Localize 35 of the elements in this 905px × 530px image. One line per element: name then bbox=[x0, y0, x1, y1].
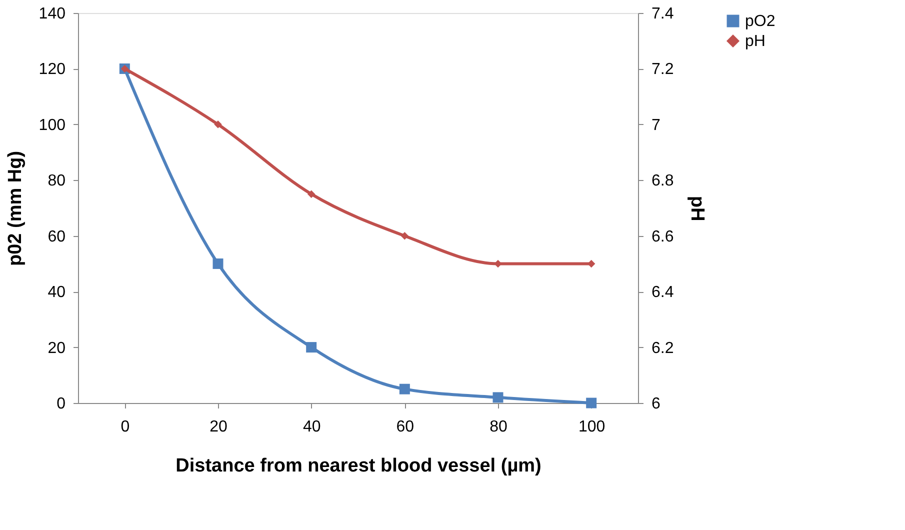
y-tick-label: 120 bbox=[38, 61, 66, 78]
point bbox=[492, 392, 504, 403]
y2-tick-label: 6.6 bbox=[652, 228, 674, 246]
y-tick-label: 140 bbox=[38, 6, 66, 22]
legend-label: pO2 bbox=[745, 13, 776, 30]
y2-tick-label: 6 bbox=[652, 396, 660, 412]
point bbox=[214, 120, 222, 128]
y2-axis-title: pH bbox=[686, 196, 708, 222]
x-axis-title: Distance from nearest blood vessel (µm) bbox=[176, 456, 542, 476]
x-tick-label: 20 bbox=[210, 418, 228, 436]
y2-tick-label: 6.8 bbox=[652, 172, 674, 190]
x-tick-label: 0 bbox=[120, 418, 130, 436]
x-tick-label: 60 bbox=[396, 418, 414, 436]
point bbox=[212, 258, 224, 269]
y-tick-label: 80 bbox=[48, 172, 66, 190]
y-tick-label: 40 bbox=[48, 284, 66, 302]
point bbox=[306, 342, 317, 353]
y2-tick-label: 6.4 bbox=[652, 284, 674, 302]
x-tick-label: 100 bbox=[578, 418, 606, 436]
y2-tick-label: 7 bbox=[652, 116, 660, 134]
point bbox=[400, 232, 409, 240]
y-tick-label: 20 bbox=[48, 340, 66, 357]
point bbox=[399, 384, 410, 394]
y2-tick-label: 7.2 bbox=[652, 61, 674, 78]
x-tick-label: 80 bbox=[490, 418, 508, 436]
y2-tick-label: 6.2 bbox=[652, 340, 674, 357]
y-tick-label: 100 bbox=[38, 116, 66, 134]
y-tick-label: 60 bbox=[48, 228, 66, 246]
point bbox=[586, 398, 597, 408]
y-axis-title: p02 (mm Hg) bbox=[4, 150, 26, 266]
point bbox=[307, 190, 316, 198]
x-tick-label: 40 bbox=[302, 418, 321, 436]
y-tick-label: 0 bbox=[56, 396, 66, 412]
y2-tick-label: 7.4 bbox=[652, 6, 674, 22]
legend-label: pH bbox=[745, 33, 766, 50]
